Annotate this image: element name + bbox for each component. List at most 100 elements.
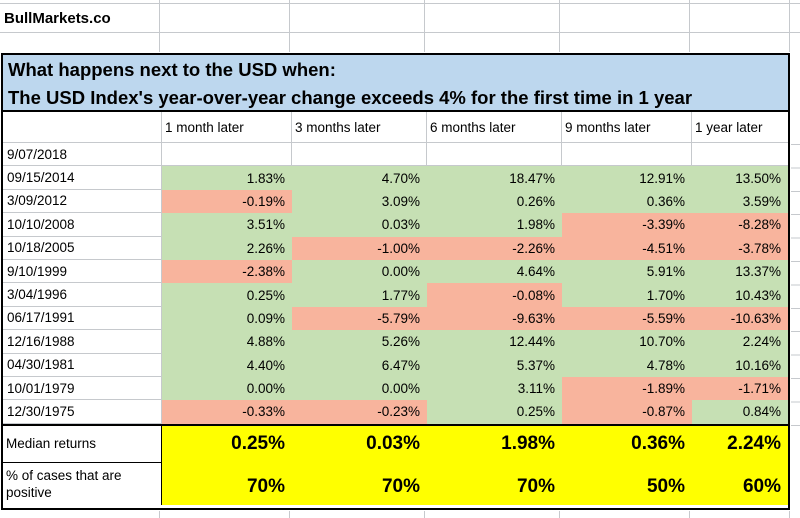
value-cell[interactable]: 1.83%: [162, 166, 292, 190]
value-cell[interactable]: -4.51%: [562, 236, 692, 260]
value-cell[interactable]: 4.88%: [162, 330, 292, 354]
value-cell[interactable]: -0.33%: [162, 400, 292, 424]
value-cell[interactable]: 0.00%: [162, 376, 292, 401]
value-cell[interactable]: 6.47%: [292, 353, 427, 377]
value-cell[interactable]: -0.08%: [427, 283, 562, 307]
gridline: [0, 3, 800, 4]
summary-value-cell[interactable]: 70%: [162, 462, 292, 505]
value-cell[interactable]: -1.00%: [292, 236, 427, 260]
value-cell[interactable]: 13.37%: [692, 259, 788, 284]
value-cell[interactable]: -2.38%: [162, 259, 292, 284]
summary-value-cell[interactable]: 0.36%: [562, 425, 692, 463]
date-cell[interactable]: 3/09/2012: [3, 189, 162, 214]
value-cell[interactable]: 0.03%: [292, 213, 427, 237]
value-cell[interactable]: 12.44%: [427, 330, 562, 354]
value-cell[interactable]: 18.47%: [427, 166, 562, 190]
value-cell[interactable]: 3.59%: [692, 189, 788, 214]
value-cell[interactable]: 5.91%: [562, 259, 692, 284]
value-cell[interactable]: -3.78%: [692, 236, 788, 260]
gridline: [789, 511, 790, 518]
value-cell[interactable]: 1.77%: [292, 283, 427, 307]
value-cell[interactable]: 0.25%: [162, 283, 292, 307]
date-cell[interactable]: 10/18/2005: [3, 236, 162, 260]
median-returns-row: Median returns 0.25% 0.03% 1.98% 0.36% 2.24%: [3, 423, 788, 463]
value-cell[interactable]: -10.63%: [692, 306, 788, 331]
value-cell[interactable]: [162, 143, 292, 167]
value-cell[interactable]: 10.43%: [692, 283, 788, 307]
value-cell[interactable]: 0.00%: [292, 259, 427, 284]
value-cell[interactable]: 12.91%: [562, 166, 692, 190]
value-cell[interactable]: -1.71%: [692, 376, 788, 401]
table-row: 10/01/1979 0.00% 0.00% 3.11% -1.89% -1.71%: [3, 376, 788, 401]
value-cell[interactable]: [292, 143, 427, 167]
value-cell[interactable]: 0.00%: [292, 376, 427, 401]
date-cell[interactable]: 10/01/1979: [3, 376, 162, 401]
value-cell[interactable]: 4.70%: [292, 166, 427, 190]
date-cell[interactable]: 12/30/1975: [3, 400, 162, 424]
value-cell[interactable]: 0.36%: [562, 189, 692, 214]
value-cell[interactable]: -5.79%: [292, 306, 427, 331]
value-cell[interactable]: -9.63%: [427, 306, 562, 331]
summary-value-cell[interactable]: 60%: [692, 462, 788, 505]
value-cell[interactable]: -0.87%: [562, 400, 692, 424]
value-cell[interactable]: 10.16%: [692, 353, 788, 377]
value-cell[interactable]: 3.09%: [292, 189, 427, 214]
value-cell[interactable]: 5.26%: [292, 330, 427, 354]
value-cell[interactable]: -0.23%: [292, 400, 427, 424]
value-cell[interactable]: 0.84%: [692, 400, 788, 424]
value-cell[interactable]: [562, 143, 692, 167]
value-cell[interactable]: 1.70%: [562, 283, 692, 307]
value-cell[interactable]: 4.64%: [427, 259, 562, 284]
value-cell[interactable]: -5.59%: [562, 306, 692, 331]
date-cell[interactable]: 9/10/1999: [3, 259, 162, 284]
date-cell[interactable]: 04/30/1981: [3, 353, 162, 377]
date-cell[interactable]: 09/15/2014: [3, 166, 162, 190]
value-cell[interactable]: 2.24%: [692, 330, 788, 354]
date-cell[interactable]: 06/17/1991: [3, 306, 162, 331]
value-cell[interactable]: [427, 143, 562, 167]
brand-cell[interactable]: BullMarkets.co: [4, 10, 111, 27]
summary-label-cell[interactable]: % of cases that are positive: [3, 462, 162, 505]
summary-label-cell[interactable]: Median returns: [3, 425, 162, 463]
value-cell[interactable]: 10.70%: [562, 330, 692, 354]
value-cell[interactable]: -2.26%: [427, 236, 562, 260]
value-cell[interactable]: 0.09%: [162, 306, 292, 331]
summary-value-cell[interactable]: 2.24%: [692, 425, 788, 463]
column-header-cell[interactable]: 1 year later: [692, 112, 788, 143]
value-cell[interactable]: 13.50%: [692, 166, 788, 190]
value-cell[interactable]: 4.40%: [162, 353, 292, 377]
value-cell[interactable]: -1.89%: [562, 376, 692, 401]
value-cell[interactable]: 1.98%: [427, 213, 562, 237]
table-row: 09/15/2014 1.83% 4.70% 18.47% 12.91% 13.50%: [3, 166, 788, 190]
summary-value-cell[interactable]: 1.98%: [427, 425, 562, 463]
corner-cell[interactable]: [3, 112, 162, 143]
value-cell[interactable]: -0.19%: [162, 189, 292, 214]
date-cell[interactable]: 3/04/1996: [3, 283, 162, 307]
title-cell[interactable]: What happens next to the USD when: The U…: [3, 55, 788, 112]
value-cell[interactable]: -8.28%: [692, 213, 788, 237]
table-body: 9/07/2018 09/15/2014 1.83% 4.70% 18.47% 12.91…: [3, 143, 788, 424]
value-cell[interactable]: 3.11%: [427, 376, 562, 401]
value-cell[interactable]: 2.26%: [162, 236, 292, 260]
summary-value-cell[interactable]: 0.03%: [292, 425, 427, 463]
summary-value-cell[interactable]: 70%: [427, 462, 562, 505]
summary-value-cell[interactable]: 70%: [292, 462, 427, 505]
column-header-cell[interactable]: 1 month later: [162, 112, 292, 143]
column-header-cell[interactable]: 6 months later: [427, 112, 562, 143]
value-cell[interactable]: -3.39%: [562, 213, 692, 237]
summary-value-cell[interactable]: 50%: [562, 462, 692, 505]
gridline: [159, 511, 160, 518]
column-header-cell[interactable]: 3 months later: [292, 112, 427, 143]
value-cell[interactable]: 4.78%: [562, 353, 692, 377]
value-cell[interactable]: 0.25%: [427, 400, 562, 424]
date-cell[interactable]: 10/10/2008: [3, 213, 162, 237]
value-cell[interactable]: [692, 143, 788, 167]
value-cell[interactable]: 0.26%: [427, 189, 562, 214]
date-cell[interactable]: 12/16/1988: [3, 330, 162, 354]
column-header-cell[interactable]: 9 months later: [562, 112, 692, 143]
summary-value-cell[interactable]: 0.25%: [162, 425, 292, 463]
title-line-1: What happens next to the USD when:: [8, 59, 336, 80]
date-cell[interactable]: 9/07/2018: [3, 143, 162, 167]
value-cell[interactable]: 3.51%: [162, 213, 292, 237]
value-cell[interactable]: 5.37%: [427, 353, 562, 377]
